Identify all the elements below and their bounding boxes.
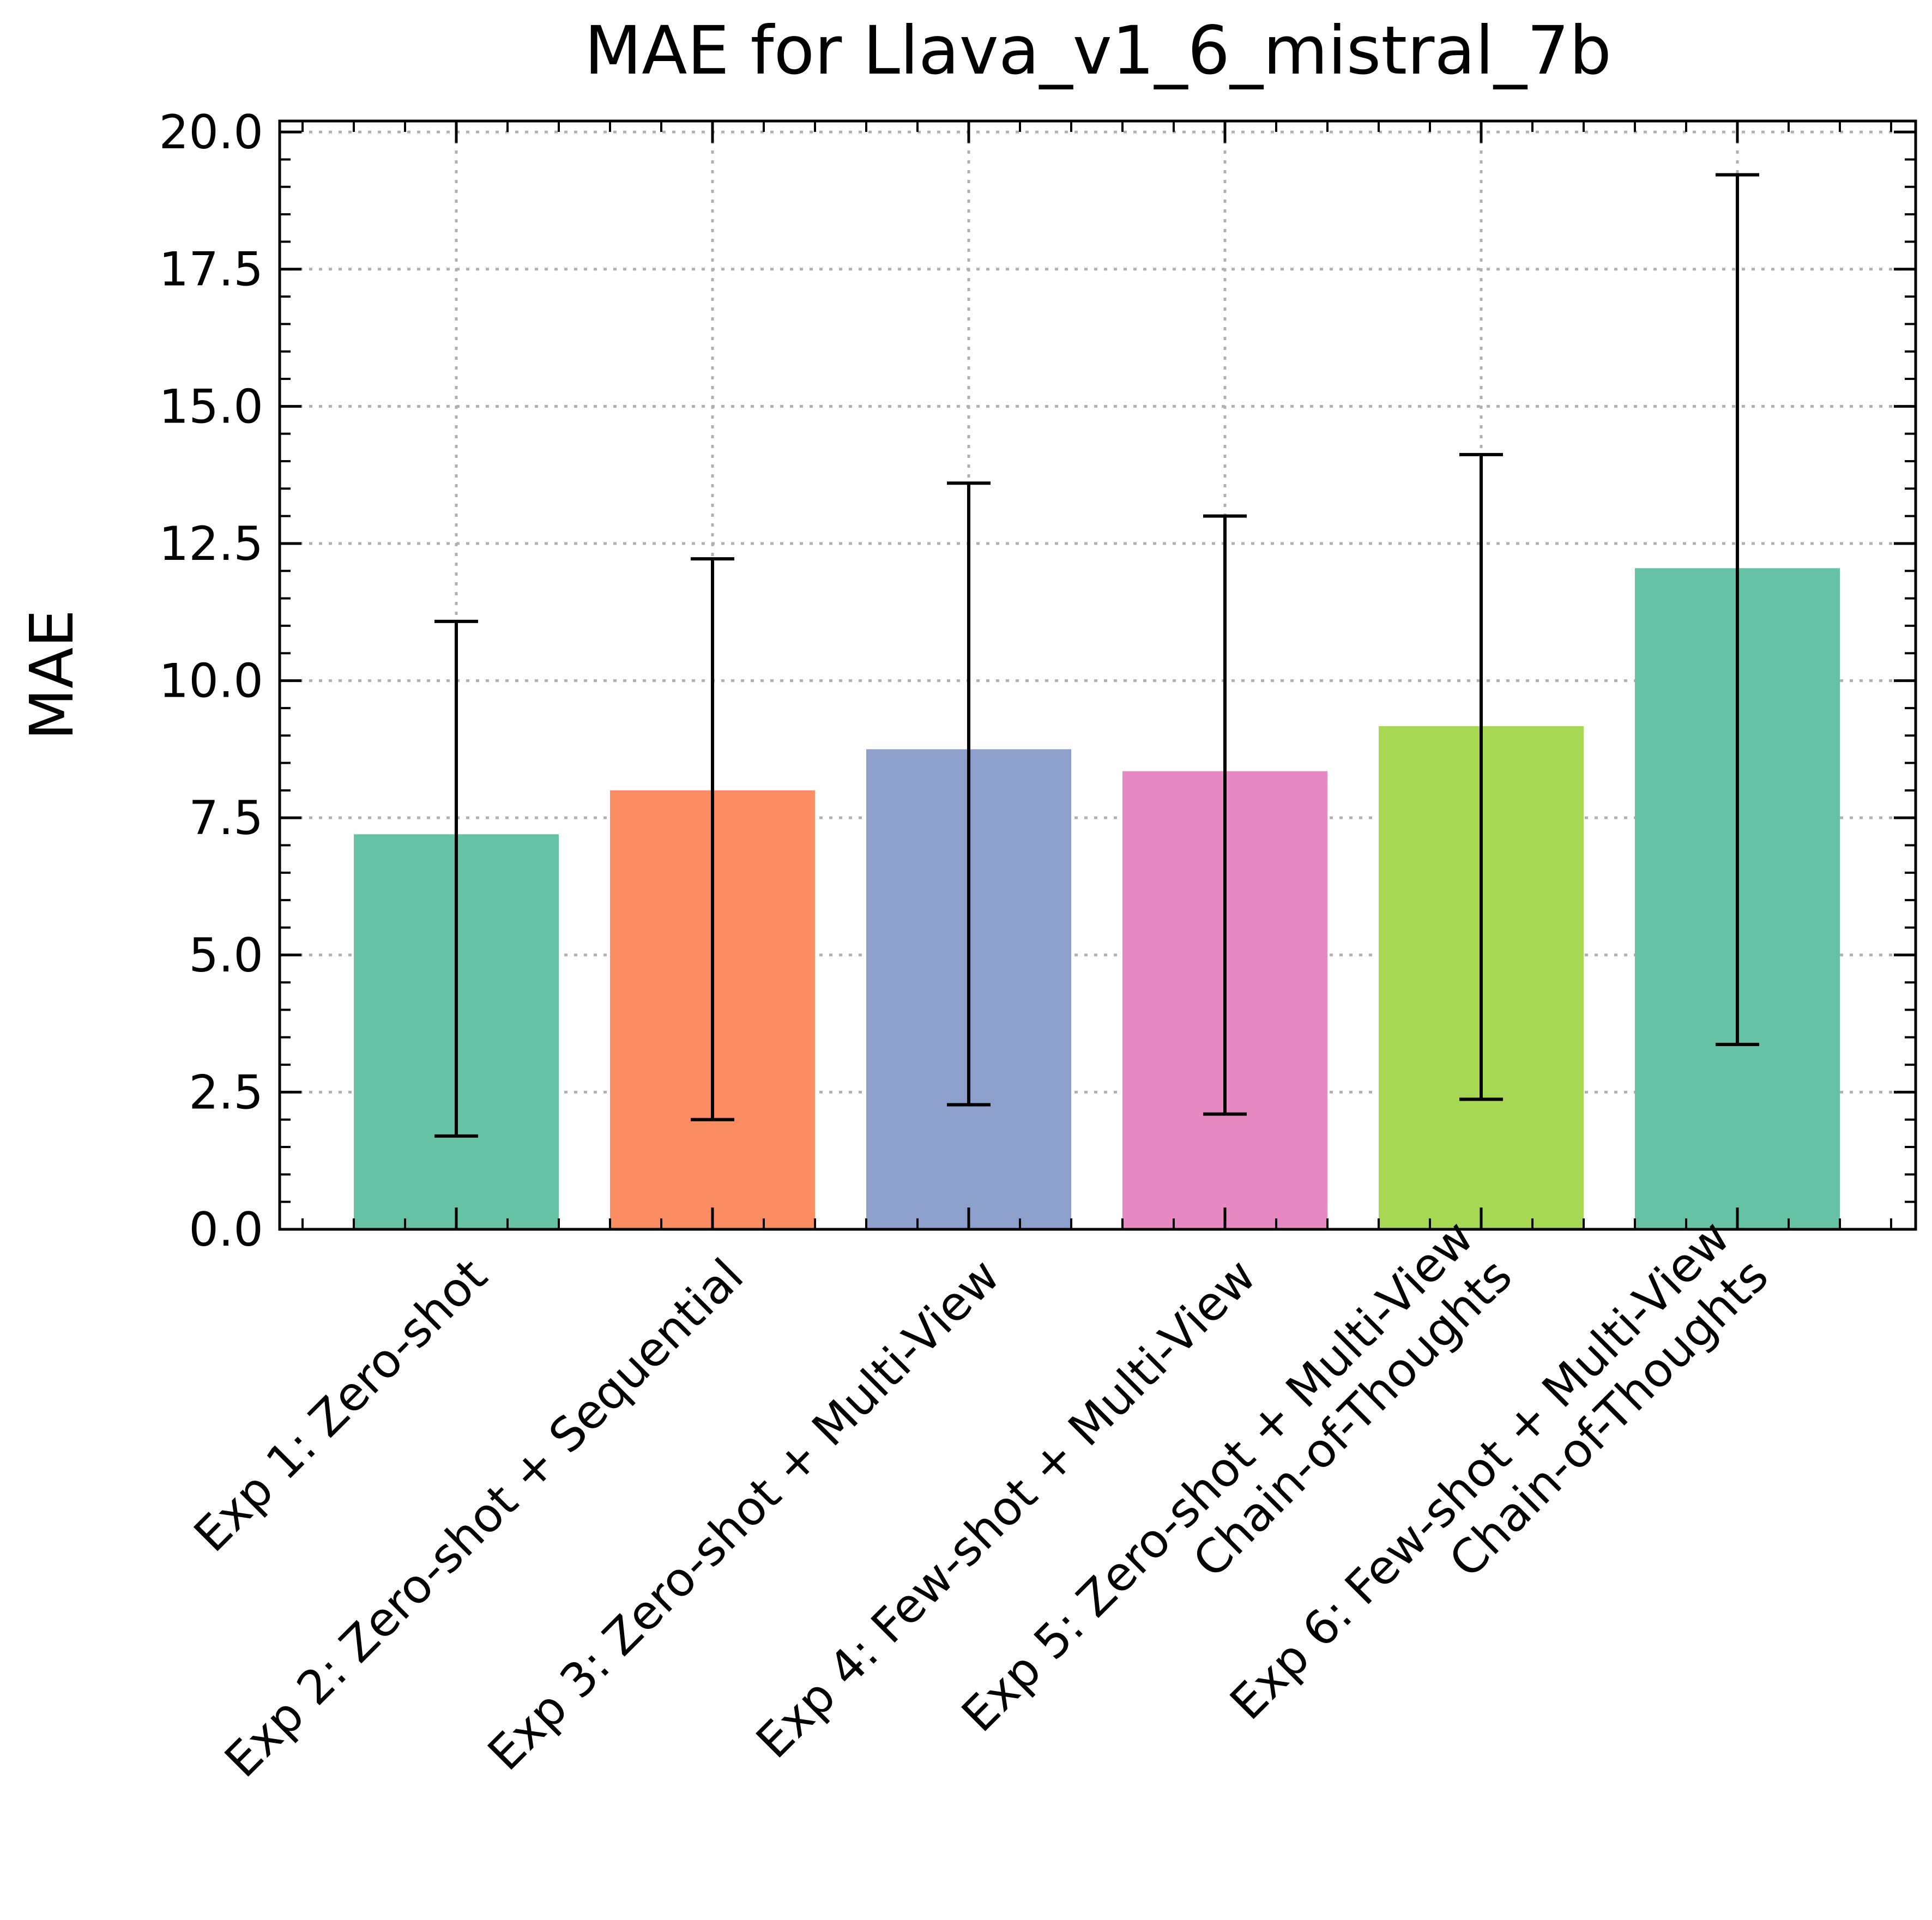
x-tick-label-line: Exp 2: Zero-shot + Sequential <box>215 1248 754 1788</box>
y-axis-label: MAE <box>17 609 87 740</box>
plot-frame <box>278 119 1917 1231</box>
y-tick-label: 10.0 <box>159 654 263 709</box>
error-bar-layer <box>434 173 1759 1138</box>
y-tick-label: 5.0 <box>189 928 263 983</box>
y-tick-label-layer: 0.0 2.5 5.0 7.5 10.0 12.5 15.0 17.5 20.0 <box>159 105 263 1257</box>
y-tick-label: 12.5 <box>159 517 263 571</box>
y-tick-label: 2.5 <box>189 1065 263 1120</box>
y-tick-label: 7.5 <box>189 791 263 846</box>
x-tick-label: Exp 2: Zero-shot + Sequential <box>215 1248 754 1788</box>
y-tick-label: 17.5 <box>159 243 263 297</box>
x-tick-label: Exp 3: Zero-shot + Multi-View <box>478 1248 1010 1781</box>
chart-title: MAE for Llava_v1_6_mistral_7b <box>584 12 1611 89</box>
y-tick-label: 0.0 <box>189 1203 263 1257</box>
bar-layer <box>354 568 1840 1229</box>
y-tick-label: 15.0 <box>159 379 263 434</box>
x-tick-label-line: Exp 3: Zero-shot + Multi-View <box>478 1248 1010 1781</box>
y-tick-label: 20.0 <box>159 105 263 160</box>
